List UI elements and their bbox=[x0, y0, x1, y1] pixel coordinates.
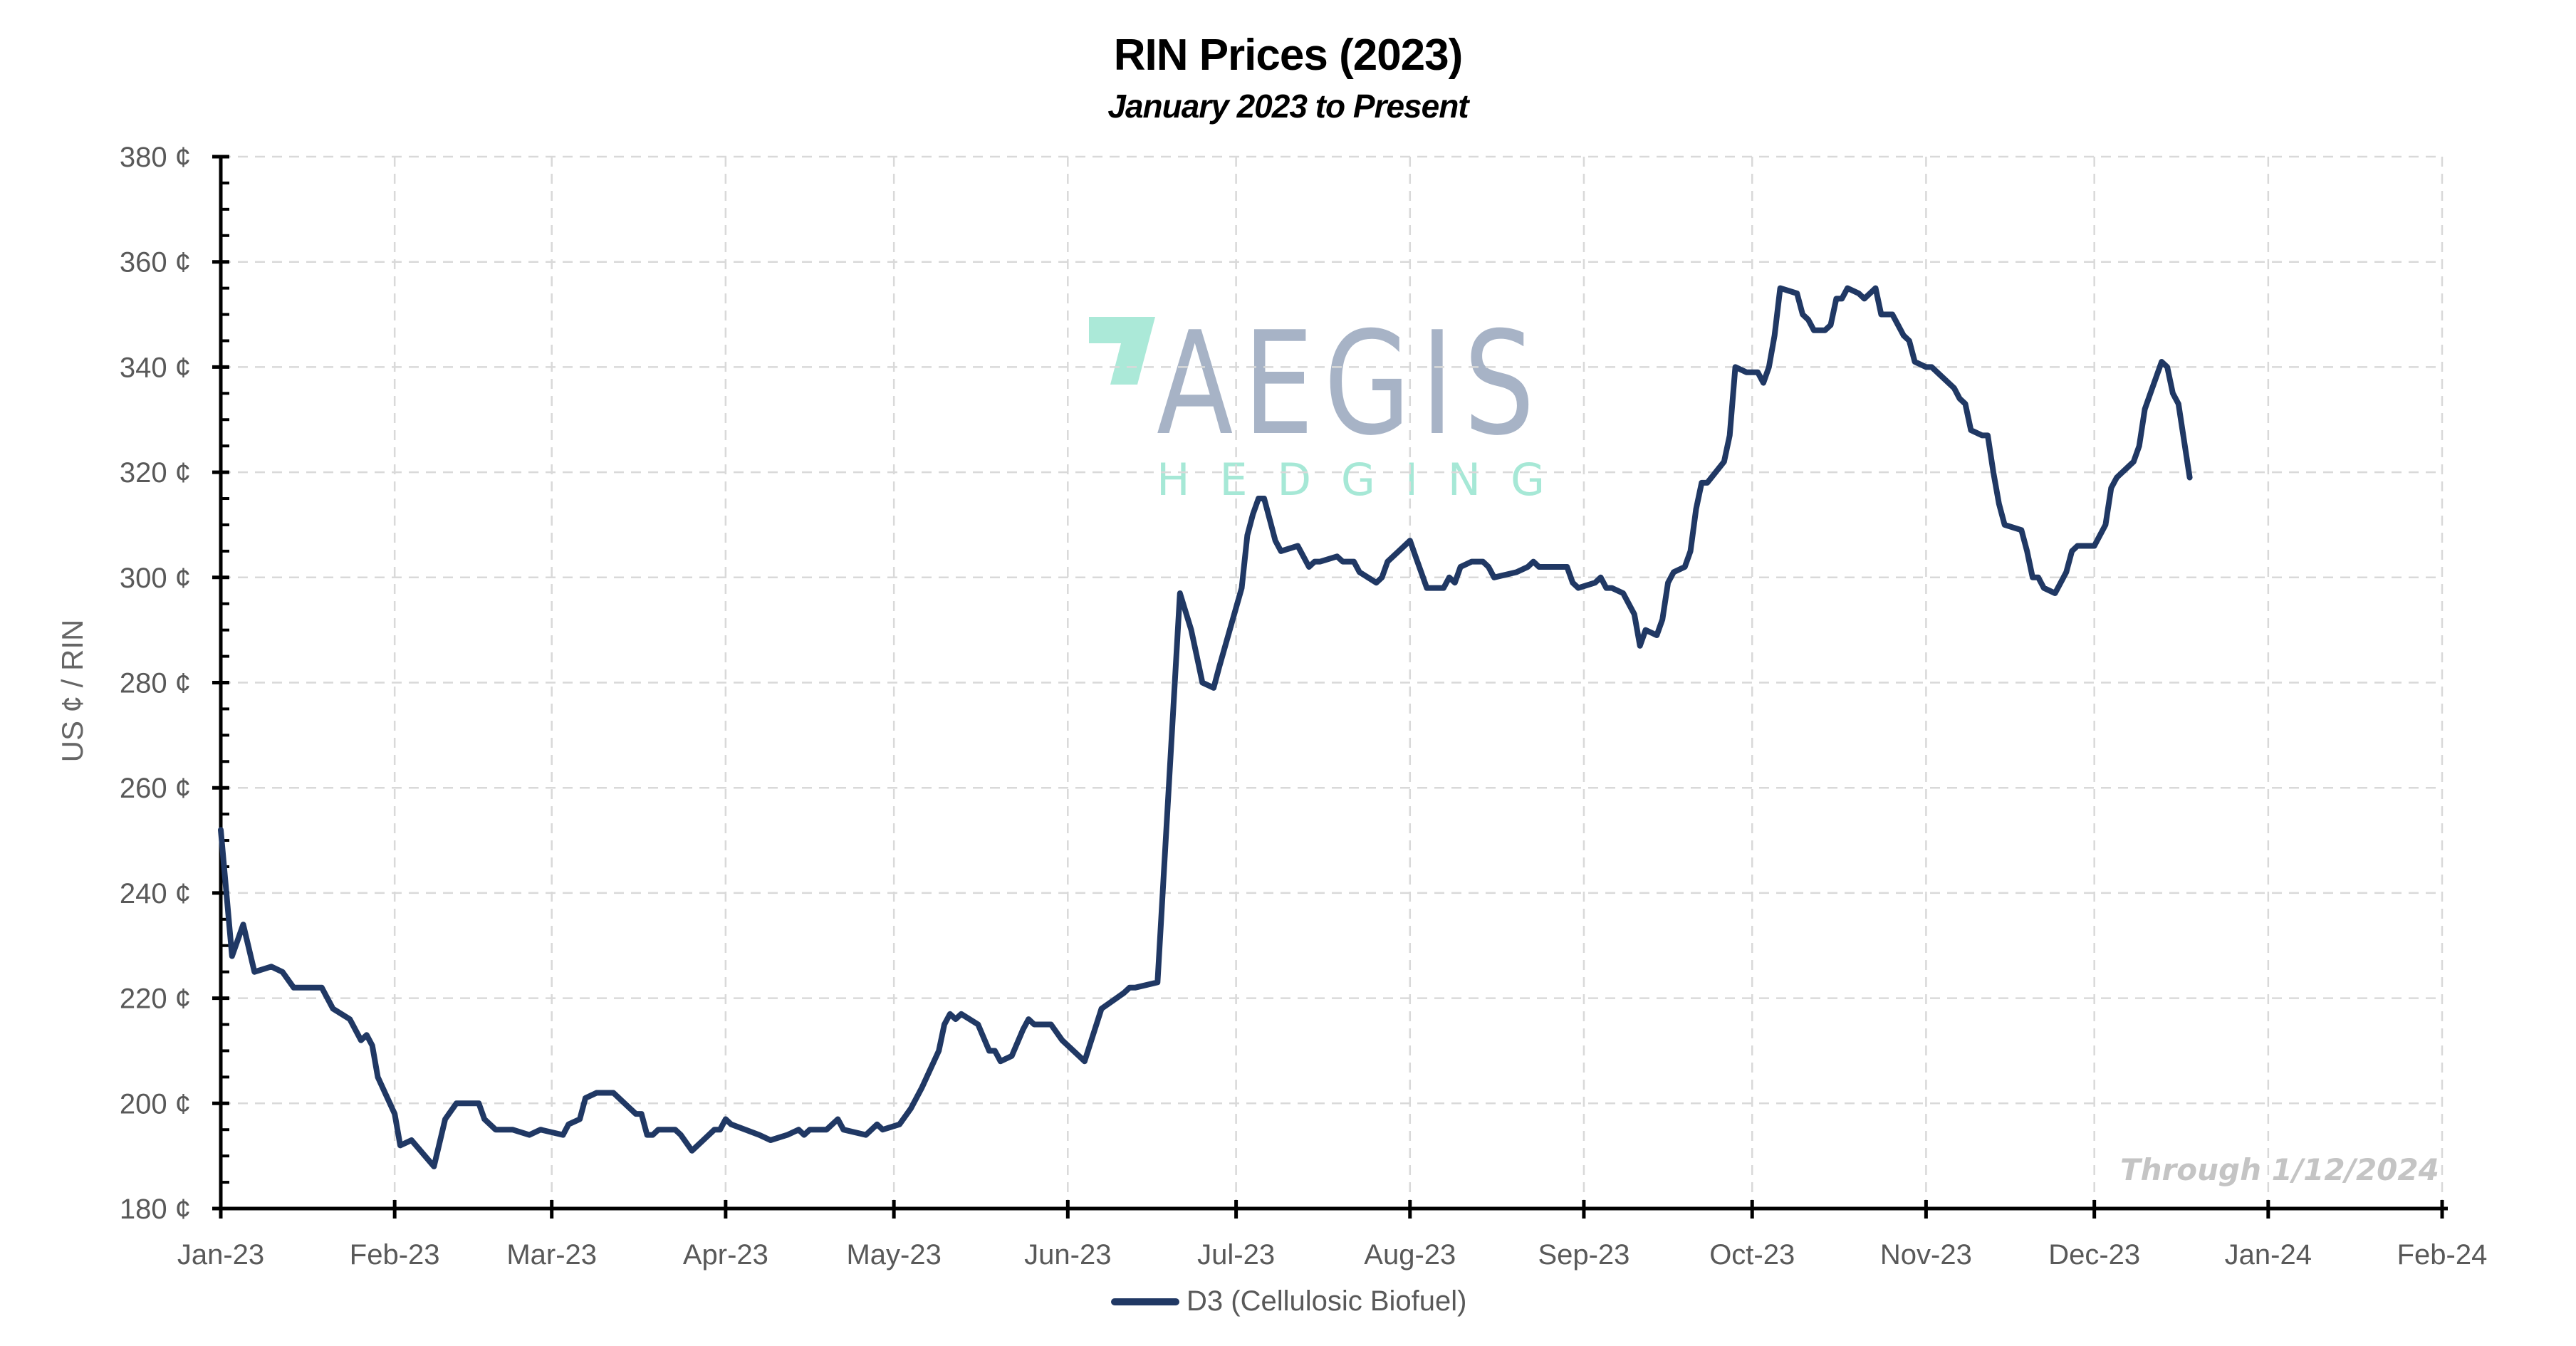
x-tick-label: Dec-23 bbox=[2048, 1239, 2140, 1271]
y-tick-label: 280 ¢ bbox=[120, 668, 191, 699]
chart-subtitle: January 2023 to Present bbox=[1107, 88, 1469, 125]
x-tick-label: Jan-24 bbox=[2225, 1239, 2312, 1271]
y-tick-label: 200 ¢ bbox=[120, 1088, 191, 1120]
y-axis-label: US ¢ / RIN bbox=[56, 619, 89, 763]
y-tick-label: 360 ¢ bbox=[120, 247, 191, 278]
y-tick-label: 220 ¢ bbox=[120, 984, 191, 1015]
through-date-annotation: Through 1/12/2024 bbox=[2120, 1152, 2439, 1187]
x-tick-label: Sep-23 bbox=[1538, 1239, 1629, 1271]
x-tick-label: May-23 bbox=[846, 1239, 941, 1271]
x-tick-label: Apr-23 bbox=[683, 1239, 768, 1271]
y-tick-label: 300 ¢ bbox=[120, 563, 191, 594]
y-axis-ticks: 180 ¢ 200 ¢ 220 ¢ 240 ¢ 260 ¢ 280 ¢ 300 ¢ 320 ¢… bbox=[120, 142, 229, 1225]
x-tick-label: Feb-23 bbox=[350, 1239, 440, 1271]
x-tick-label: Oct-23 bbox=[1709, 1239, 1795, 1271]
aegis-logo-icon: AEGIS HEDGING bbox=[1089, 301, 1545, 506]
series-line-d3 bbox=[218, 285, 2193, 1169]
legend-label-d3: D3 (Cellulosic Biofuel) bbox=[1187, 1285, 1467, 1317]
y-tick-label: 260 ¢ bbox=[120, 773, 191, 804]
legend: D3 (Cellulosic Biofuel) bbox=[1111, 1285, 1466, 1318]
x-tick-label: Feb-24 bbox=[2397, 1239, 2488, 1271]
gridlines bbox=[221, 155, 2444, 1209]
y-tick-label: 320 ¢ bbox=[120, 457, 191, 489]
y-tick-label: 380 ¢ bbox=[120, 142, 191, 173]
y-tick-label: 340 ¢ bbox=[120, 352, 191, 383]
watermark-brand: AEGIS bbox=[1157, 313, 1545, 467]
x-tick-label: Jan-23 bbox=[177, 1239, 264, 1271]
y-tick-label: 240 ¢ bbox=[120, 878, 191, 909]
x-tick-label: Nov-23 bbox=[1880, 1239, 1972, 1271]
x-axis-ticks: Jan-23 Feb-23 Mar-23 Apr-23 May-23 Jun-23 Jul-… bbox=[177, 1200, 2488, 1271]
legend-swatch-d3 bbox=[1111, 1298, 1179, 1305]
chart-title: RIN Prices (2023) bbox=[1113, 31, 1464, 80]
x-tick-label: Aug-23 bbox=[1364, 1239, 1456, 1271]
aegis-hedging-watermark: AEGIS HEDGING bbox=[1089, 301, 1552, 506]
x-tick-label: Jul-23 bbox=[1197, 1239, 1275, 1271]
x-tick-label: Jun-23 bbox=[1024, 1239, 1111, 1271]
x-tick-label: Mar-23 bbox=[506, 1239, 597, 1271]
watermark-tagline: HEDGING bbox=[1157, 454, 1545, 502]
y-tick-label: 180 ¢ bbox=[120, 1194, 191, 1225]
